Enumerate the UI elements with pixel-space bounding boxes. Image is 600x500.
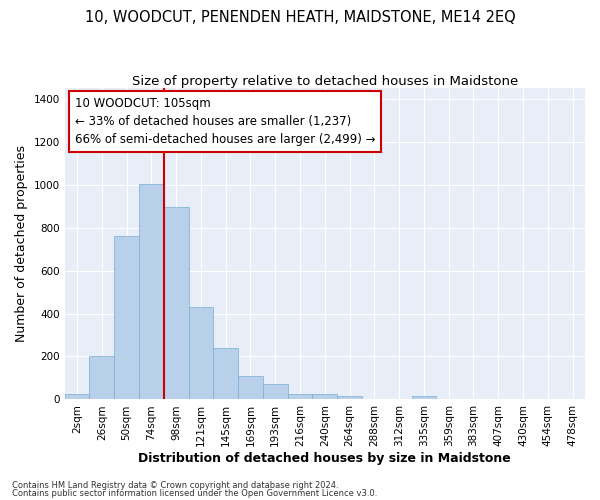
Y-axis label: Number of detached properties: Number of detached properties [15,145,28,342]
Bar [238,376,263,400]
Text: Contains HM Land Registry data © Crown copyright and database right 2024.: Contains HM Land Registry data © Crown c… [12,481,338,490]
X-axis label: Distribution of detached houses by size in Maidstone: Distribution of detached houses by size … [139,452,511,465]
Title: Size of property relative to detached houses in Maidstone: Size of property relative to detached ho… [132,75,518,88]
Bar [65,394,89,400]
Bar [114,236,139,400]
Bar [287,394,313,400]
Bar [263,384,287,400]
Bar [412,396,436,400]
Text: 10 WOODCUT: 105sqm
← 33% of detached houses are smaller (1,237)
66% of semi-deta: 10 WOODCUT: 105sqm ← 33% of detached hou… [75,98,376,146]
Bar [89,356,114,400]
Bar [214,348,238,400]
Bar [139,184,164,400]
Bar [337,396,362,400]
Bar [313,394,337,400]
Bar [164,207,188,400]
Text: 10, WOODCUT, PENENDEN HEATH, MAIDSTONE, ME14 2EQ: 10, WOODCUT, PENENDEN HEATH, MAIDSTONE, … [85,10,515,25]
Bar [188,307,214,400]
Text: Contains public sector information licensed under the Open Government Licence v3: Contains public sector information licen… [12,488,377,498]
